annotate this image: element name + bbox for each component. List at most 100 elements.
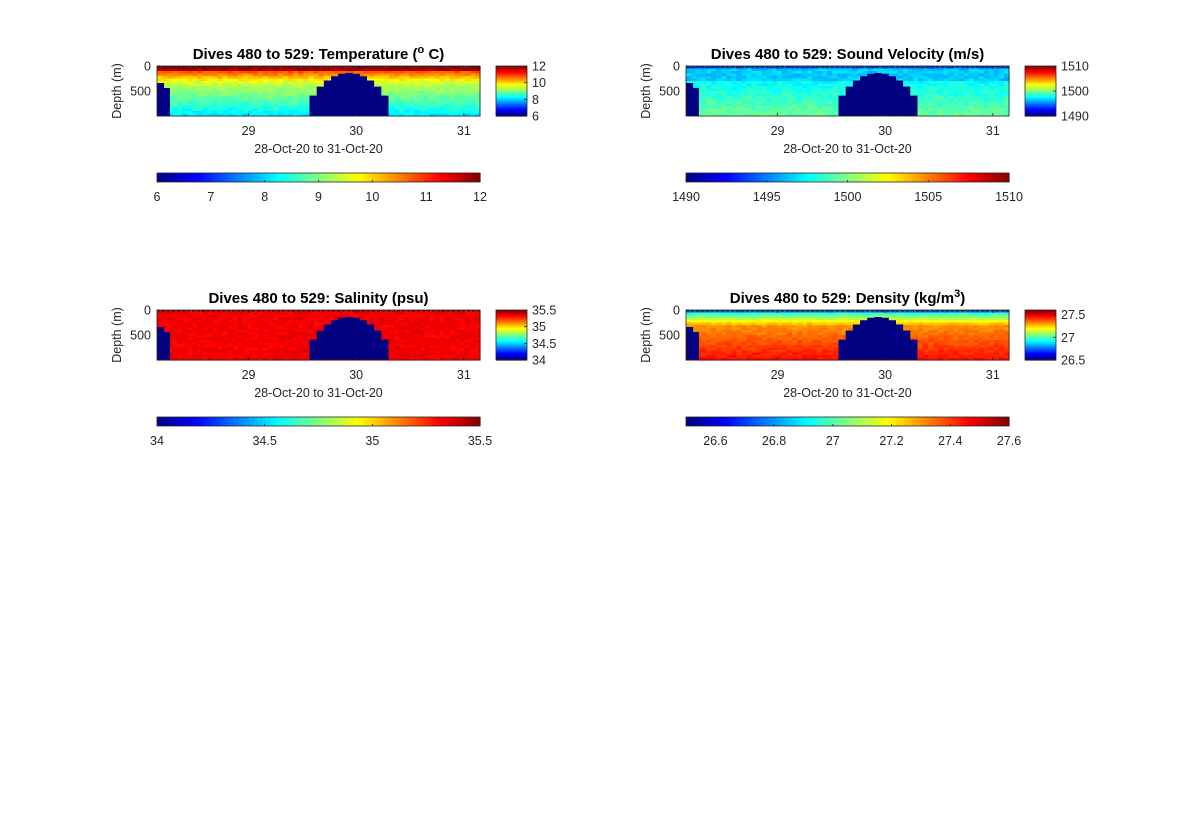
- heatmap-cell: [721, 91, 727, 95]
- heatmap-cell: [237, 98, 244, 102]
- heatmap-cell: [242, 320, 249, 324]
- heatmap-cell: [449, 357, 456, 361]
- heatmap-cell: [802, 88, 808, 92]
- heatmap-cell: [429, 310, 436, 314]
- heatmap-cell: [424, 350, 431, 354]
- heatmap-cell: [192, 96, 198, 100]
- heatmap-cell: [812, 330, 818, 334]
- heatmap-cell: [439, 83, 446, 87]
- heatmap-cell: [237, 317, 244, 321]
- heatmap-cell: [817, 317, 823, 321]
- colorbar-swatch: [706, 173, 711, 182]
- heatmap-cell: [771, 337, 778, 341]
- heatmap-cell: [288, 113, 294, 117]
- heatmap-cell: [177, 76, 183, 80]
- heatmap-cell: [1003, 88, 1010, 92]
- heatmap-cell: [404, 73, 410, 77]
- heatmap-cell: [771, 71, 778, 75]
- colorbar-swatch: [819, 173, 824, 182]
- heatmap-cell: [696, 322, 702, 326]
- heatmap-cell: [227, 111, 234, 115]
- colorbar-swatch: [496, 355, 527, 357]
- heatmap-cell: [797, 73, 803, 77]
- heatmap-cell: [721, 352, 727, 356]
- heatmap-cell: [227, 357, 234, 361]
- x-tick-label: 30: [349, 368, 363, 382]
- heatmap-cell: [419, 337, 426, 341]
- heatmap-cell: [464, 315, 471, 319]
- heatmap-cell: [252, 310, 259, 314]
- heatmap-cell: [459, 73, 466, 77]
- heatmap-cell: [852, 71, 859, 75]
- heatmap-cell: [424, 327, 431, 331]
- heatmap-cell: [933, 98, 939, 102]
- heatmap-cell: [172, 332, 178, 336]
- heatmap-cell: [182, 327, 188, 331]
- heatmap-cell: [837, 327, 844, 331]
- heatmap-cell: [177, 315, 183, 319]
- heatmap-cell: [696, 310, 702, 314]
- heatmap-cell: [721, 103, 727, 107]
- heatmap-cell: [797, 335, 803, 339]
- heatmap-cell: [882, 71, 889, 75]
- heatmap-cell: [686, 322, 692, 326]
- heatmap-cell: [716, 88, 722, 92]
- heatmap-cell: [389, 312, 395, 316]
- colorbar-swatch: [851, 173, 857, 182]
- heatmap-cell: [842, 315, 849, 319]
- heatmap-cell: [222, 342, 229, 346]
- heatmap-cell: [983, 111, 990, 115]
- heatmap-cell: [202, 337, 209, 341]
- heatmap-cell: [449, 325, 456, 329]
- heatmap-cell: [459, 81, 466, 85]
- heatmap-cell: [298, 96, 304, 100]
- heatmap-cell: [424, 83, 431, 87]
- heatmap-cell: [751, 340, 758, 344]
- heatmap-cell: [288, 88, 294, 92]
- heatmap-cell: [222, 101, 229, 105]
- heatmap-cell: [706, 312, 712, 316]
- heatmap-cell: [827, 350, 833, 354]
- heatmap-cell: [756, 86, 763, 90]
- heatmap-cell: [192, 81, 198, 85]
- heatmap-cell: [313, 68, 320, 72]
- colorbar-swatch: [496, 77, 527, 79]
- heatmap-cell: [232, 347, 239, 351]
- colorbar-swatch: [726, 173, 732, 182]
- heatmap-cell: [293, 317, 299, 321]
- heatmap-cell: [923, 81, 929, 85]
- heatmap-cell: [746, 357, 753, 361]
- heatmap-cell: [756, 101, 763, 105]
- heatmap-cell: [847, 81, 854, 85]
- heatmap-cell: [837, 335, 844, 339]
- heatmap-cell: [444, 357, 451, 361]
- heatmap-cell: [776, 88, 783, 92]
- heatmap-cell: [827, 91, 833, 95]
- heatmap-cell: [474, 340, 481, 344]
- heatmap-cell: [237, 337, 244, 341]
- heatmap-cell: [444, 325, 451, 329]
- colorbar-swatch: [1025, 69, 1056, 71]
- x-axis-label: 28-Oct-20 to 31-Oct-20: [254, 142, 383, 156]
- heatmap-cell: [766, 78, 773, 82]
- heatmap-cell: [283, 342, 289, 346]
- heatmap-cell: [177, 320, 183, 324]
- colorbar-swatch: [213, 173, 219, 182]
- heatmap-cell: [706, 310, 712, 314]
- heatmap-cell: [197, 317, 204, 321]
- heatmap-cell: [172, 76, 178, 80]
- heatmap-cell: [802, 76, 808, 80]
- heatmap-cell: [812, 355, 818, 359]
- heatmap-cell: [247, 312, 254, 316]
- heatmap-cell: [419, 315, 426, 319]
- colorbar-swatch: [710, 173, 715, 182]
- heatmap-cell: [923, 78, 929, 82]
- heatmap-cell: [187, 317, 193, 321]
- heatmap-cell: [464, 103, 471, 107]
- heatmap-cell: [202, 332, 209, 336]
- heatmap-cell: [812, 81, 818, 85]
- colorbar-swatch: [443, 173, 449, 182]
- heatmap-cell: [464, 81, 471, 85]
- heatmap-cell: [817, 337, 823, 341]
- heatmap-cell: [167, 320, 173, 324]
